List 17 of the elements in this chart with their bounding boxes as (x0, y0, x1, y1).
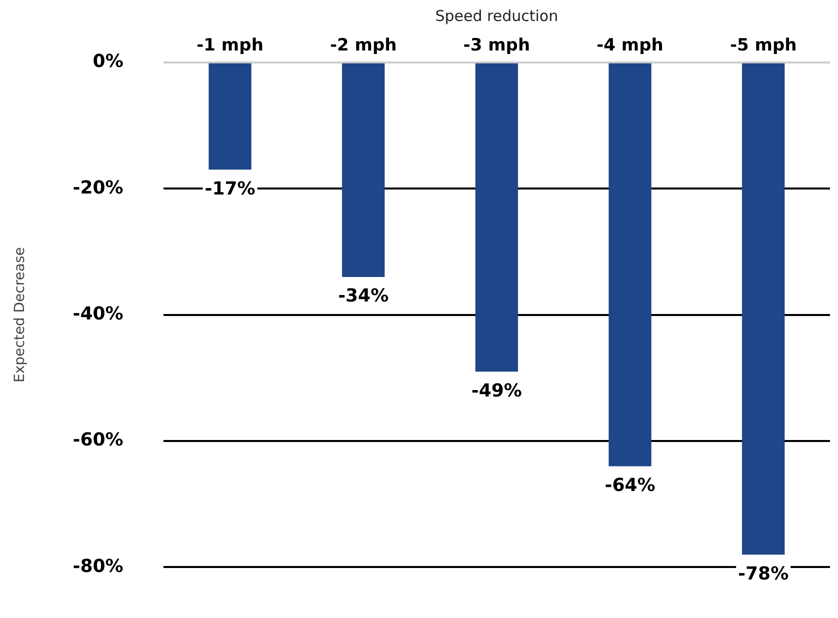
x-tick-label: -4 mph (596, 36, 664, 56)
y-tick-label: -80% (72, 556, 124, 577)
x-axis-title: Speed reduction (435, 6, 558, 25)
x-tick-label: -2 mph (330, 36, 397, 56)
x-tick-label: -3 mph (463, 36, 530, 56)
y-tick-label: -40% (72, 303, 124, 324)
data-label: -34% (338, 286, 389, 307)
y-axis-title: Expected Decrease (12, 247, 28, 383)
x-tick-label: -5 mph (730, 36, 797, 56)
y-tick-label: 0% (92, 51, 124, 72)
data-label: -17% (204, 178, 256, 200)
x-tick-label: -1 mph (196, 36, 264, 56)
data-label: -78% (738, 563, 789, 584)
data-label: -64% (604, 474, 656, 496)
y-tick-label: -60% (72, 430, 124, 451)
y-tick-label: -20% (72, 177, 124, 198)
data-label: -49% (471, 380, 522, 402)
